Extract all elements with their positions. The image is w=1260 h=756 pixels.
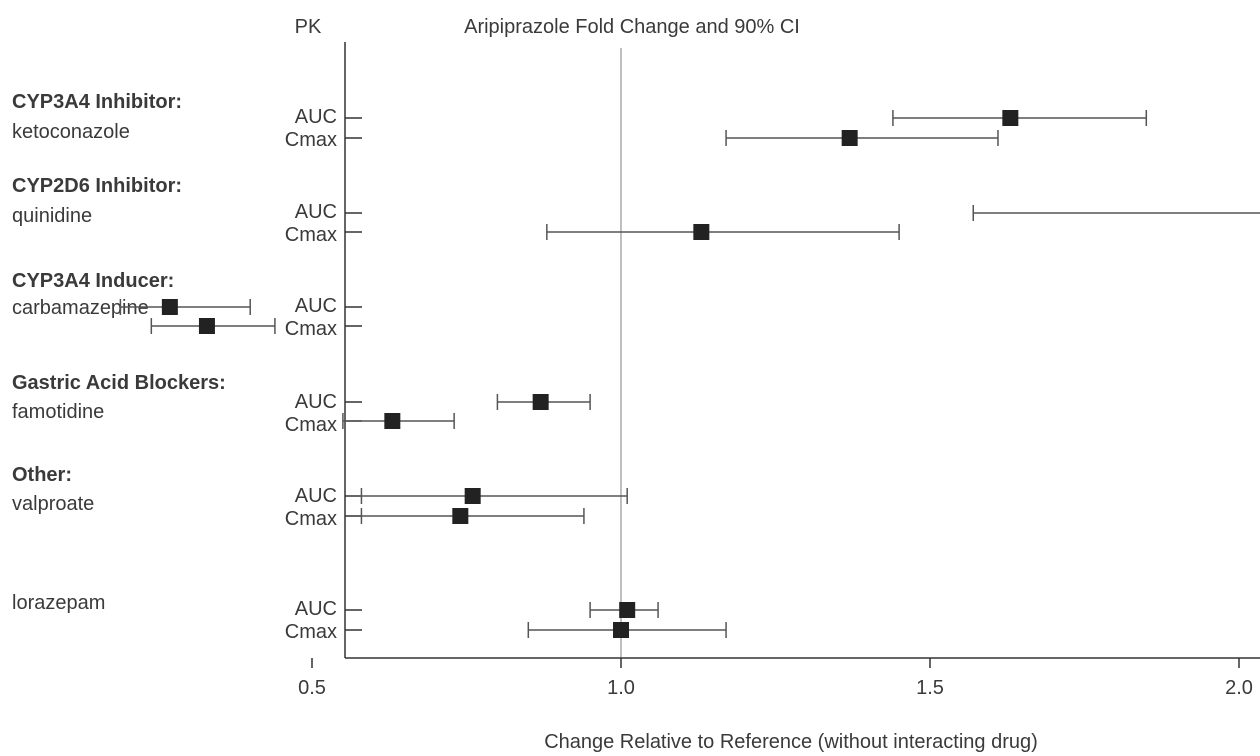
point-estimate-marker [693, 224, 710, 240]
pk-label: AUC [295, 295, 337, 317]
point-estimate-marker [161, 299, 178, 315]
pk-label: Cmax [285, 318, 337, 340]
pk-label: AUC [295, 106, 337, 128]
x-axis-label: Change Relative to Reference (without in… [544, 731, 1038, 753]
pk-label: AUC [295, 201, 337, 223]
point-estimate-marker [452, 508, 469, 524]
group-category-label: CYP3A4 Inhibitor: [12, 91, 182, 113]
point-estimate-marker [1002, 110, 1019, 126]
axes: 0.51.01.52.02.53.0 [298, 42, 1260, 699]
pk-label: AUC [295, 485, 337, 507]
group-drug-label: carbamazepine [12, 297, 149, 319]
x-tick-label: 0.5 [298, 677, 326, 699]
group-category-label: Other: [12, 464, 72, 486]
group-drug-label: quinidine [12, 205, 92, 227]
pk-column-header: PK [295, 16, 322, 38]
group-labels: CYP3A4 Inhibitor:ketoconazoleAUCCmaxCYP2… [12, 91, 337, 643]
pk-label: Cmax [285, 224, 337, 246]
pk-label: Cmax [285, 414, 337, 436]
point-estimate-marker [619, 602, 636, 618]
point-estimate-marker [532, 394, 549, 410]
x-tick-label: 1.5 [916, 677, 944, 699]
point-estimate-marker [384, 413, 401, 429]
pk-label: Cmax [285, 621, 337, 643]
data-marks [119, 110, 1260, 638]
x-tick-label: 2.0 [1225, 677, 1253, 699]
x-tick-label: 1.0 [607, 677, 635, 699]
group-drug-label: valproate [12, 493, 94, 515]
point-estimate-marker [464, 488, 481, 504]
group-drug-label: ketoconazole [12, 121, 130, 143]
pk-label: Cmax [285, 508, 337, 530]
point-estimate-marker [841, 130, 858, 146]
group-category-label: CYP2D6 Inhibitor: [12, 175, 182, 197]
chart-title: Aripiprazole Fold Change and 90% CI [464, 16, 800, 38]
group-category-label: CYP3A4 Inducer: [12, 270, 174, 292]
point-estimate-marker [613, 622, 629, 638]
group-category-label: Gastric Acid Blockers: [12, 372, 226, 394]
pk-label: AUC [295, 598, 337, 620]
group-drug-label: famotidine [12, 401, 104, 423]
point-estimate-marker [198, 318, 215, 334]
group-drug-label: lorazepam [12, 592, 105, 614]
pk-label: Cmax [285, 129, 337, 151]
pk-label: AUC [295, 391, 337, 413]
